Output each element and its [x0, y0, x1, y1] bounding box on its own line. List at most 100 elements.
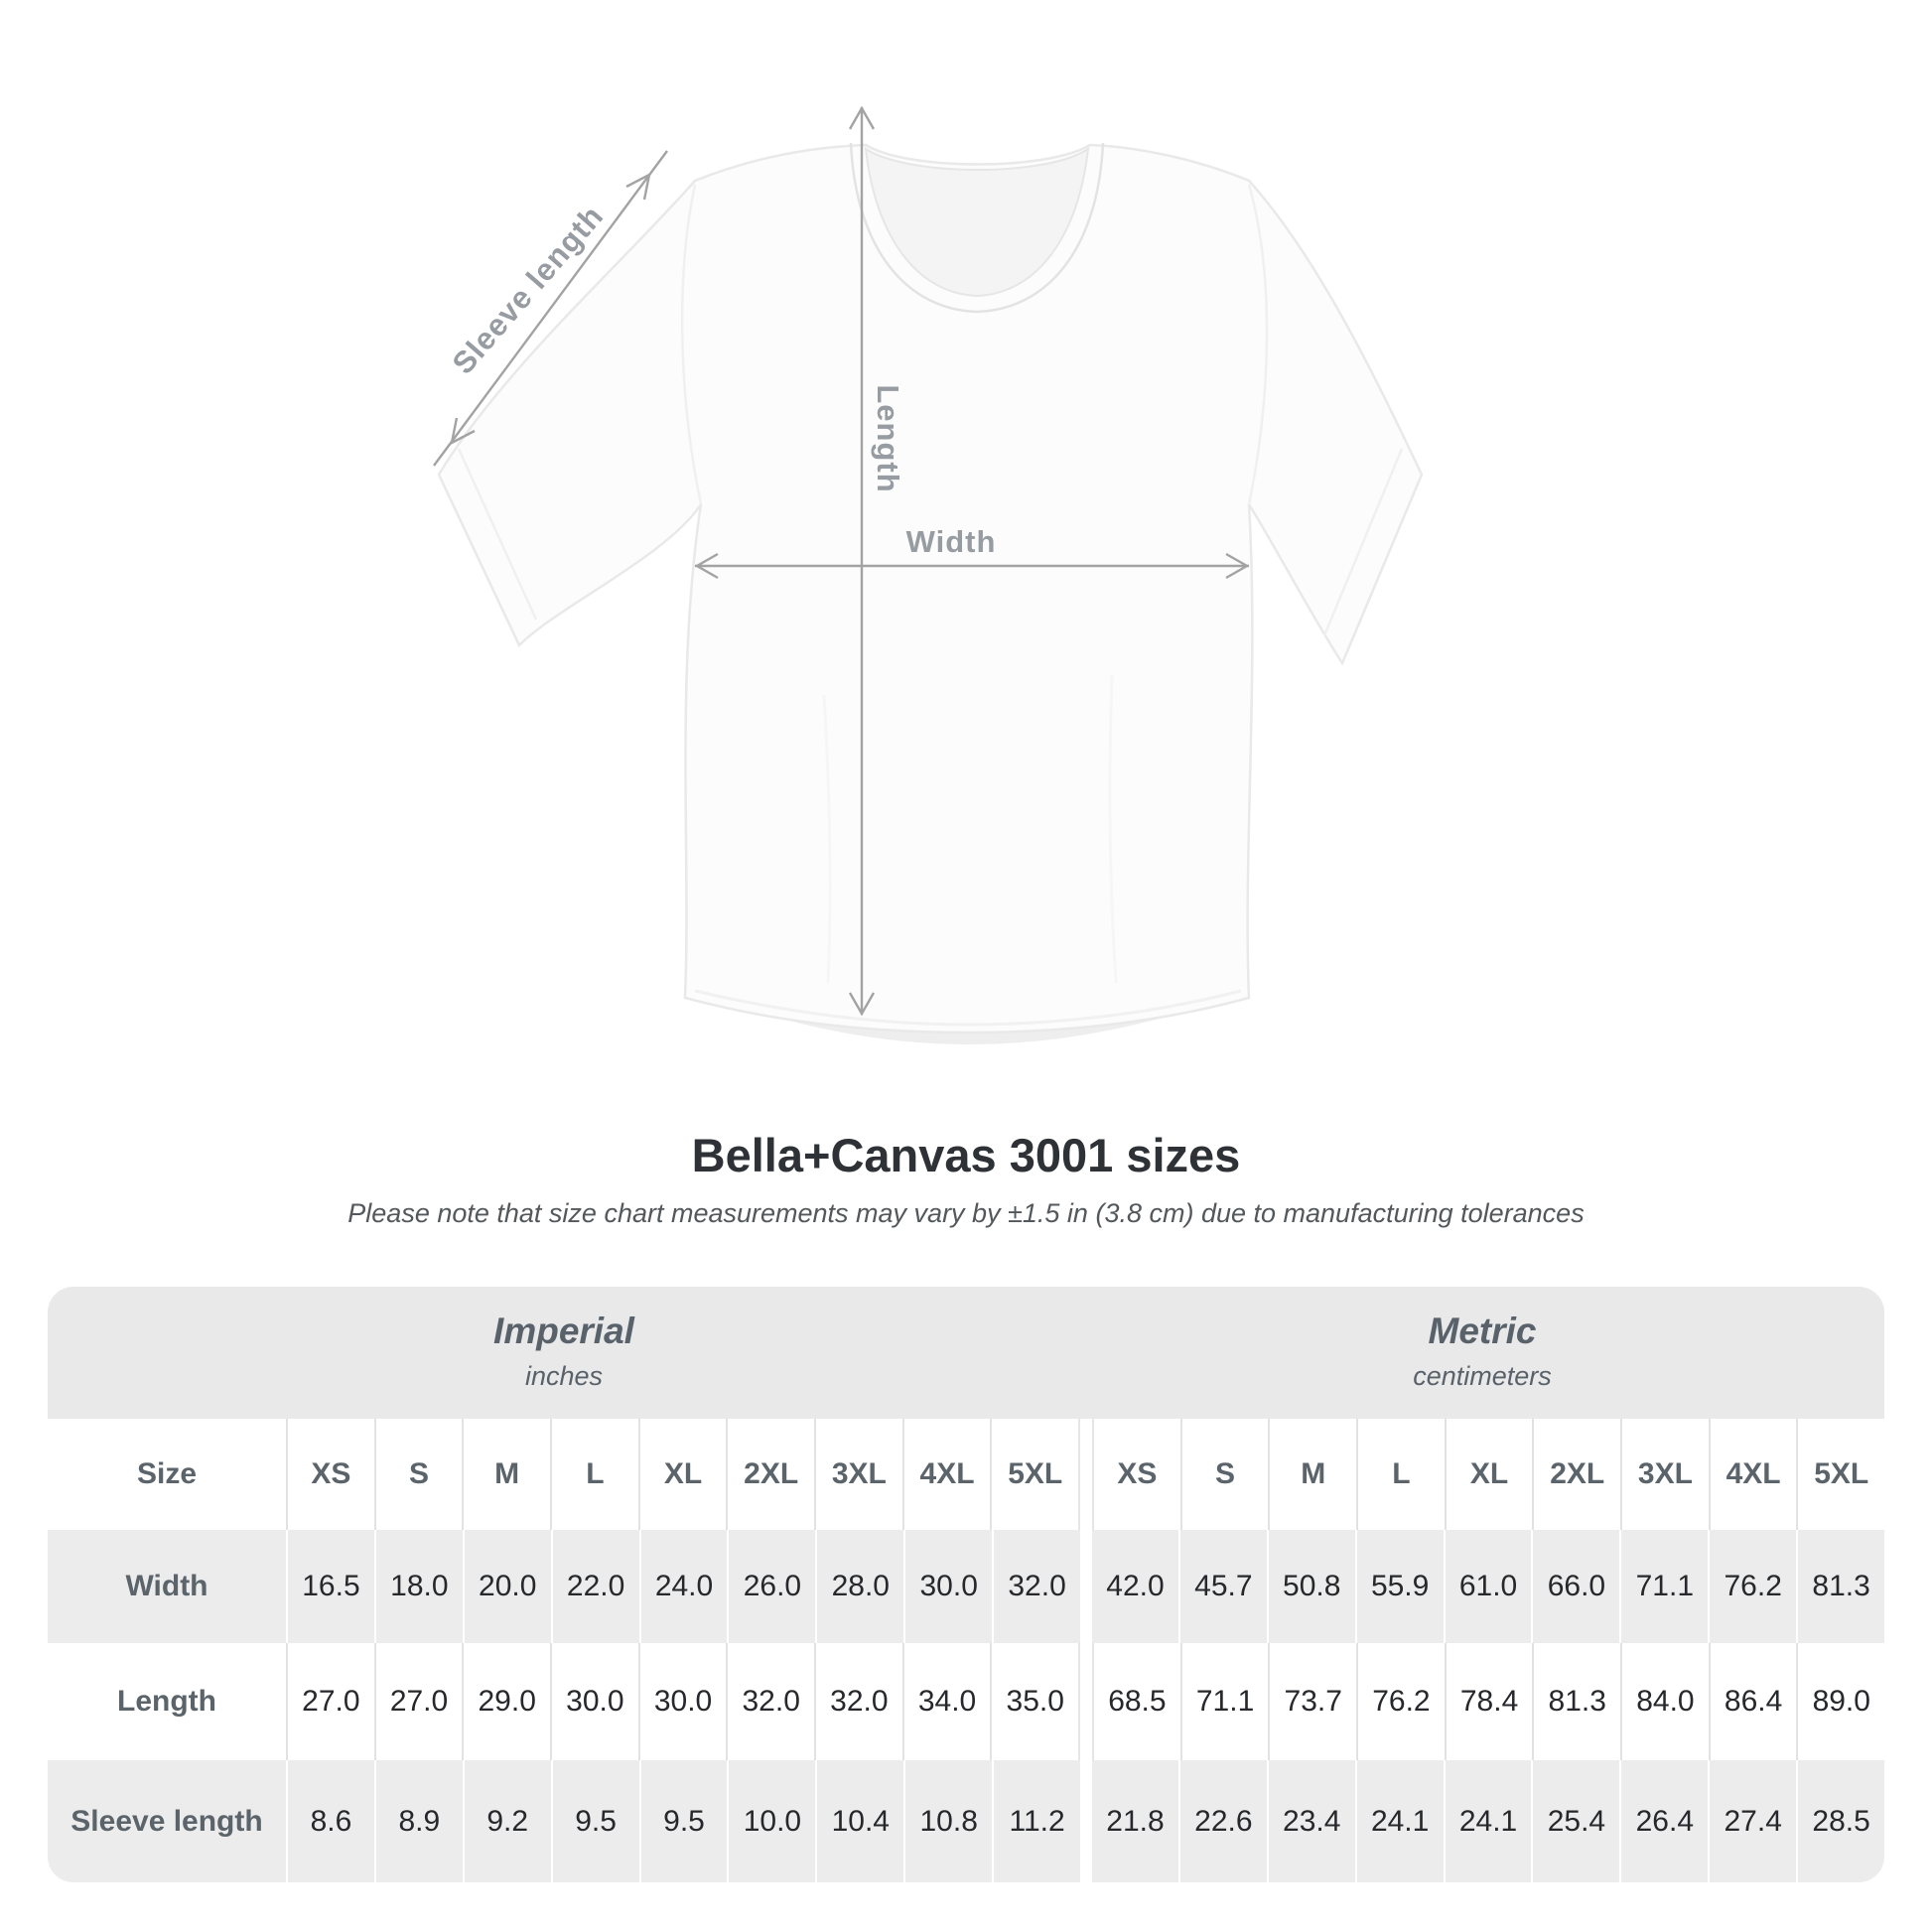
- size-header-row: Size XS S M L XL 2XL 3XL 4XL 5XL XS S M L XL 2XL 3XL 4XL…: [48, 1419, 1884, 1530]
- value-cell: 21.8: [1106, 1804, 1165, 1838]
- value-cell: 25.4: [1531, 1760, 1619, 1882]
- units-band: Imperial inches Metric centimeters: [48, 1287, 1884, 1419]
- size-header-cell: L: [1356, 1419, 1445, 1530]
- collar-band: [849, 142, 1105, 314]
- size-header-cell: S: [1179, 1419, 1269, 1530]
- value-cell: 45.7: [1177, 1530, 1267, 1643]
- right-cuff-fold: [1322, 448, 1404, 636]
- width-label: Width: [905, 524, 997, 559]
- size-header-cell: 2XL: [1532, 1419, 1620, 1530]
- value-cell: 84.0: [1620, 1643, 1709, 1760]
- size-header-cell: M: [462, 1419, 550, 1530]
- value-cell: 26.4: [1619, 1760, 1708, 1882]
- size-header-cell: L: [550, 1419, 638, 1530]
- value-cell: 86.4: [1708, 1643, 1797, 1760]
- size-header-cell: XS: [1117, 1457, 1158, 1490]
- value-cell: 71.1: [1619, 1530, 1708, 1643]
- size-header-cell: XS: [286, 1419, 374, 1530]
- value-cell: 32.0: [992, 1530, 1080, 1643]
- size-header-cell: S: [373, 1419, 463, 1530]
- value-cell: 55.9: [1354, 1530, 1444, 1643]
- value-cell: 73.7: [1268, 1643, 1356, 1760]
- value-cell: 10.0: [727, 1760, 815, 1882]
- size-header-cell: 4XL: [1708, 1419, 1797, 1530]
- value-cell: 26.0: [727, 1530, 815, 1643]
- page-title: Bella+Canvas 3001 sizes: [691, 1129, 1241, 1181]
- width-row: Width 16.5 18.0 20.0 22.0 24.0 26.0 28.0 30.0 32…: [48, 1530, 1884, 1643]
- value-cell: 10.4: [815, 1760, 903, 1882]
- sleeve-arrow-line: [433, 150, 668, 467]
- value-cell: 81.3: [1796, 1530, 1884, 1643]
- size-header-cell: 2XL: [726, 1419, 814, 1530]
- value-cell: 66.0: [1531, 1530, 1619, 1643]
- length-arrowhead-bottom: [848, 992, 876, 1017]
- value-cell: 81.3: [1532, 1643, 1620, 1760]
- value-cell: 9.2: [462, 1760, 551, 1882]
- size-header-cell: XL: [637, 1419, 727, 1530]
- imperial-label: Imperial: [493, 1311, 634, 1351]
- value-cell: 76.2: [1356, 1643, 1445, 1760]
- left-sleeve-seam: [680, 184, 703, 505]
- sleeve-length-row-label: Sleeve length: [70, 1804, 263, 1838]
- value-cell: 11.2: [992, 1760, 1080, 1882]
- value-cell: 20.0: [462, 1530, 551, 1643]
- hem-shadow: [694, 989, 1242, 1027]
- value-cell: 32.0: [814, 1643, 902, 1760]
- value-cell: 10.8: [903, 1760, 992, 1882]
- value-cell: 24.0: [638, 1530, 728, 1643]
- width-row-label: Width: [125, 1570, 208, 1602]
- value-cell: 29.0: [462, 1643, 550, 1760]
- value-cell: 61.0: [1443, 1530, 1532, 1643]
- value-cell: 78.4: [1444, 1643, 1533, 1760]
- value-cell: 8.6: [286, 1760, 374, 1882]
- size-header-cell: 5XL: [1796, 1419, 1884, 1530]
- size-header-cell: M: [1268, 1419, 1356, 1530]
- length-row-label: Length: [117, 1685, 216, 1718]
- left-cuff-fold: [457, 448, 538, 621]
- value-cell: 8.9: [373, 1760, 463, 1882]
- value-cell: 22.6: [1177, 1760, 1267, 1882]
- right-sleeve-seam: [1247, 184, 1269, 505]
- value-cell: 23.4: [1266, 1760, 1355, 1882]
- metric-section-header: Metric centimeters: [1080, 1287, 1884, 1419]
- dimension-arrows: [433, 105, 1250, 1017]
- length-row: Length 27.0 27.0 29.0 30.0 30.0 32.0 32.0 34.0 3…: [48, 1643, 1884, 1760]
- value-cell: 28.0: [815, 1530, 903, 1643]
- width-arrowhead-right: [1225, 552, 1250, 580]
- section-divider: [1080, 1760, 1093, 1882]
- value-cell: 24.1: [1354, 1760, 1444, 1882]
- value-cell: 28.5: [1796, 1760, 1884, 1882]
- imperial-section-header: Imperial inches: [48, 1287, 1080, 1419]
- value-cell: 18.0: [373, 1530, 463, 1643]
- tshirt-illustration: [433, 105, 1424, 1044]
- page-subtitle: Please note that size chart measurements…: [347, 1198, 1585, 1228]
- imperial-unit-label: inches: [524, 1361, 604, 1391]
- value-cell: 27.4: [1708, 1760, 1796, 1882]
- value-cell: 34.0: [901, 1643, 991, 1760]
- value-cell: 35.0: [990, 1643, 1078, 1760]
- collar-opening: [864, 146, 1090, 298]
- sleeve-arrowhead-top: [625, 172, 651, 201]
- sleeve-length-row: Sleeve length 8.6 8.9 9.2 9.5 9.5 10.0 10.4 10.…: [48, 1760, 1884, 1882]
- value-cell: 22.0: [550, 1530, 639, 1643]
- size-column-header: Size: [136, 1457, 198, 1490]
- value-cell: 24.1: [1443, 1760, 1532, 1882]
- metric-unit-label: centimeters: [1413, 1361, 1552, 1391]
- wrinkle-2: [1108, 674, 1118, 984]
- value-cell: 68.5: [1108, 1685, 1167, 1718]
- section-divider: [1080, 1530, 1093, 1643]
- value-cell: 30.0: [637, 1643, 727, 1760]
- size-table: Imperial inches Metric centimeters Size …: [48, 1287, 1884, 1882]
- value-cell: 32.0: [726, 1643, 814, 1760]
- size-header-cell: 4XL: [901, 1419, 991, 1530]
- heading: Bella+Canvas 3001 sizes Please note that…: [0, 1128, 1932, 1229]
- metric-label: Metric: [1428, 1311, 1537, 1351]
- value-cell: 27.0: [286, 1643, 374, 1760]
- value-cell: 42.0: [1106, 1570, 1165, 1602]
- value-cell: 9.5: [638, 1760, 728, 1882]
- size-header-cell: 3XL: [814, 1419, 902, 1530]
- value-cell: 76.2: [1708, 1530, 1796, 1643]
- value-cell: 50.8: [1266, 1530, 1355, 1643]
- tshirt-measurement-diagram: Sleeve length Length Width: [433, 105, 1424, 1044]
